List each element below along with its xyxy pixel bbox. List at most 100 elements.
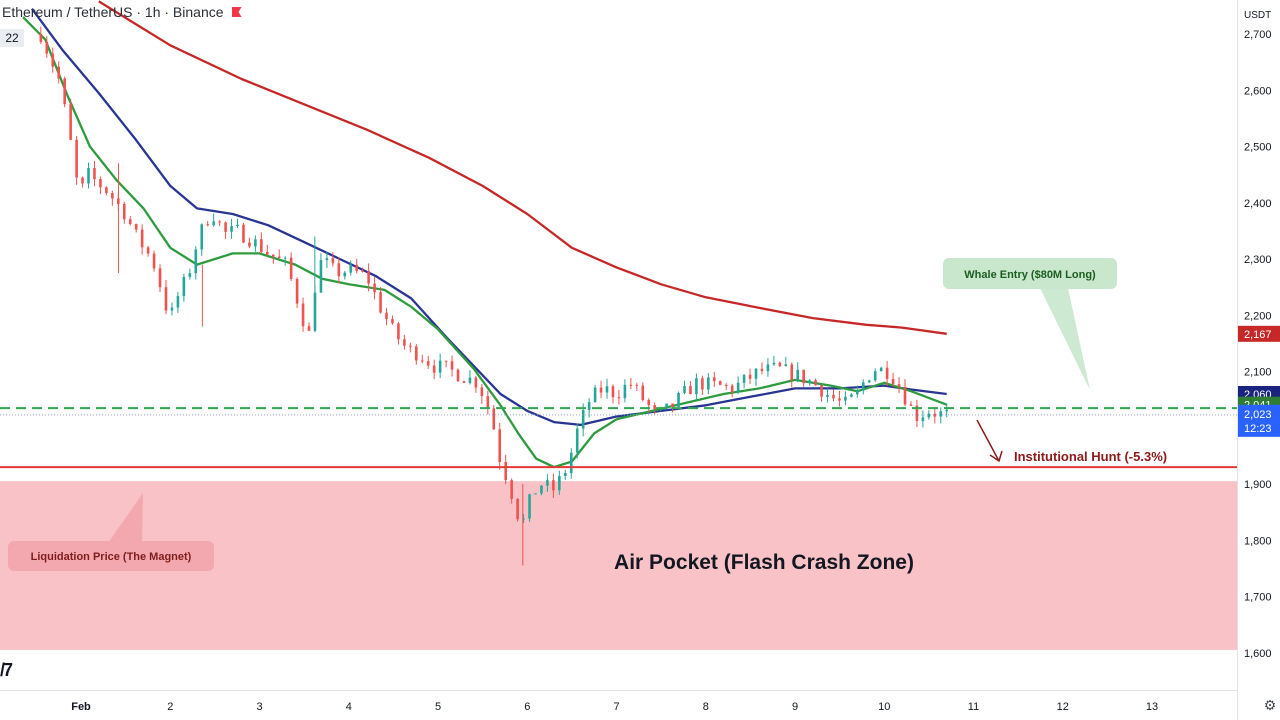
candle-body xyxy=(718,381,722,385)
currency-label: USDT xyxy=(1244,10,1271,21)
candle-body xyxy=(617,397,621,399)
candle-body xyxy=(945,409,949,412)
candle-body xyxy=(844,396,847,401)
candle-body xyxy=(51,53,55,67)
candle-body xyxy=(397,323,400,340)
x-tick-label: Feb xyxy=(71,701,91,713)
y-tick-label: 2,400 xyxy=(1244,198,1272,210)
x-tick-label: 8 xyxy=(703,701,709,713)
candle-body xyxy=(510,480,513,499)
candle-body xyxy=(325,258,329,261)
ma200-price-tag-box xyxy=(1238,325,1280,342)
candle-body xyxy=(182,276,186,297)
candle-body xyxy=(492,408,496,430)
candle-body xyxy=(39,34,43,42)
candle-body xyxy=(486,396,490,409)
candle-body xyxy=(861,382,865,391)
candle-body xyxy=(933,413,937,417)
candle-body xyxy=(802,369,805,384)
candle-body xyxy=(57,66,61,79)
candle-body xyxy=(528,494,531,519)
candle-body xyxy=(808,380,811,384)
candle-body xyxy=(319,260,323,293)
candle-body xyxy=(140,229,144,248)
whale-callout-box[interactable] xyxy=(943,258,1117,289)
candle-body xyxy=(903,386,907,405)
last-price-tag-box xyxy=(1238,404,1280,437)
liquidation-callout-box[interactable] xyxy=(8,541,214,571)
candle-body xyxy=(683,386,686,393)
candle-body xyxy=(748,374,752,379)
candle-body xyxy=(707,377,710,390)
candle-body xyxy=(432,365,436,373)
candle-body xyxy=(134,224,138,230)
ma200-price-tag: 2,167 xyxy=(1244,329,1272,341)
candle-body xyxy=(111,192,114,199)
candle-body xyxy=(891,379,895,385)
symbol-title[interactable]: Ethereum / TetherUS · 1h · Binance xyxy=(2,4,224,20)
candle-body xyxy=(760,368,764,372)
candle-body xyxy=(623,384,627,399)
candle-body xyxy=(701,378,704,390)
candle-body xyxy=(170,307,174,311)
candle-body xyxy=(420,360,424,362)
candle-body xyxy=(635,384,639,386)
candle-body xyxy=(212,221,215,226)
candle-body xyxy=(480,387,484,397)
candle-body xyxy=(814,380,817,386)
candle-body xyxy=(379,292,382,313)
candle-body xyxy=(790,364,794,380)
y-tick-label: 2,300 xyxy=(1244,254,1272,266)
candle-body xyxy=(879,367,883,372)
candle-body xyxy=(677,392,680,408)
candle-body xyxy=(689,386,692,395)
y-tick-label: 2,100 xyxy=(1244,367,1272,379)
candle-body xyxy=(307,326,311,331)
candle-body xyxy=(271,254,275,257)
candle-body xyxy=(754,368,758,379)
x-tick-label: 3 xyxy=(256,701,262,713)
y-tick-label: 2,700 xyxy=(1244,29,1272,41)
y-tick-label: 1,800 xyxy=(1244,535,1272,547)
candle-body xyxy=(176,296,180,308)
candle-body xyxy=(343,272,347,277)
candle-body xyxy=(367,271,370,284)
candle-body xyxy=(587,402,591,411)
candle-body xyxy=(152,253,156,269)
candle-body xyxy=(146,247,150,254)
candle-body xyxy=(939,411,943,417)
x-tick-label: 13 xyxy=(1146,701,1158,713)
candle-body xyxy=(516,498,519,520)
candle-body xyxy=(641,385,645,401)
candle-body xyxy=(444,360,448,362)
candle-body xyxy=(838,398,841,401)
gear-icon[interactable]: ⚙ xyxy=(1263,697,1277,713)
liquidation-label: Liquidation Price (The Magnet) xyxy=(31,551,192,563)
candle-body xyxy=(373,283,376,293)
candle-body xyxy=(385,312,388,320)
candle-body xyxy=(438,360,442,373)
whale-entry-label: Whale Entry ($80M Long) xyxy=(964,269,1096,281)
candle-body xyxy=(289,257,293,279)
flag-icon[interactable] xyxy=(231,7,242,17)
x-tick-label: 11 xyxy=(968,701,979,713)
candle-body xyxy=(778,362,782,367)
tradingview-logo-icon[interactable]: /7 xyxy=(0,660,13,680)
x-tick-label: 10 xyxy=(878,701,890,713)
chart-header: Ethereum / TetherUS · 1h · Binance xyxy=(2,4,242,20)
candle-body xyxy=(224,222,227,232)
candle-body xyxy=(468,377,472,383)
candle-body xyxy=(897,384,901,387)
candle-body xyxy=(391,319,394,324)
candle-body xyxy=(653,405,656,409)
candle-body xyxy=(504,462,508,481)
hunt-arrow-icon xyxy=(976,419,1003,463)
candle-body xyxy=(921,417,925,422)
candle-body xyxy=(194,249,198,274)
candle-body xyxy=(277,256,281,259)
whale-callout-pointer xyxy=(1040,288,1090,390)
candle-body xyxy=(796,369,800,380)
candle-body xyxy=(599,387,603,393)
ma200-line xyxy=(98,0,947,335)
